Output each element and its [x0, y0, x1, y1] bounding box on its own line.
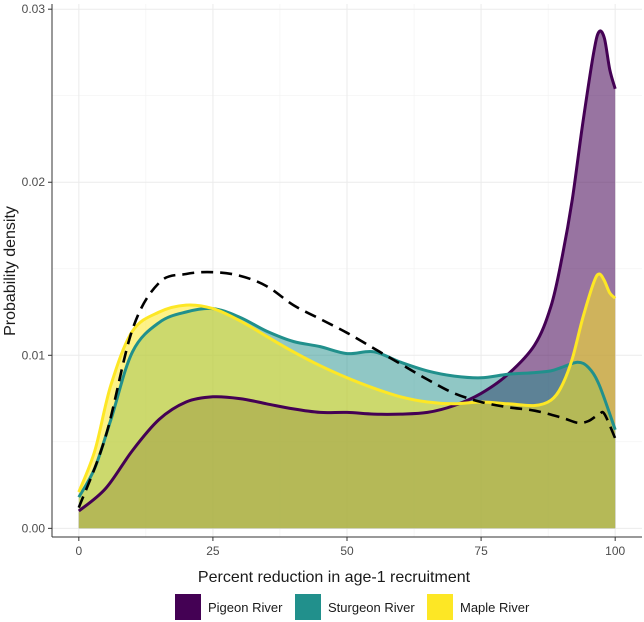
x-axis-title: Percent reduction in age-1 recruitment [198, 569, 471, 586]
pigeon-river-density-line [77, 29, 617, 513]
density-areas [78, 30, 616, 529]
y-tick-label: 0.01 [22, 348, 46, 362]
sturgeon-river-legend-key [295, 594, 321, 620]
density-lines [77, 29, 617, 513]
maple-river-density-line [77, 272, 617, 493]
x-tick-label: 75 [474, 544, 488, 558]
x-tick-label: 25 [206, 544, 220, 558]
maple-river-legend-label: Maple River [460, 600, 530, 615]
y-tick-label: 0.02 [22, 175, 46, 189]
y-tick-label: 0.03 [22, 2, 46, 16]
sturgeon-river-density-line [77, 306, 617, 498]
pigeon-river-legend-key [175, 594, 201, 620]
x-tick-label: 100 [605, 544, 625, 558]
axes: 0 25 50 75 100 0.00 0.01 0.02 0.03 [22, 2, 642, 558]
y-axis-title: Probability density [2, 206, 19, 336]
sturgeon-river-legend-label: Sturgeon River [328, 600, 415, 615]
maple-river-density-area [78, 273, 616, 529]
x-tick-label: 50 [340, 544, 354, 558]
maple-river-legend-key [427, 594, 453, 620]
legend: Pigeon River Sturgeon River Maple River [175, 594, 530, 620]
y-tick-label: 0.00 [22, 521, 46, 535]
pigeon-river-legend-label: Pigeon River [208, 600, 283, 615]
x-tick-label: 0 [75, 544, 82, 558]
combined-3-density-line [77, 270, 617, 509]
